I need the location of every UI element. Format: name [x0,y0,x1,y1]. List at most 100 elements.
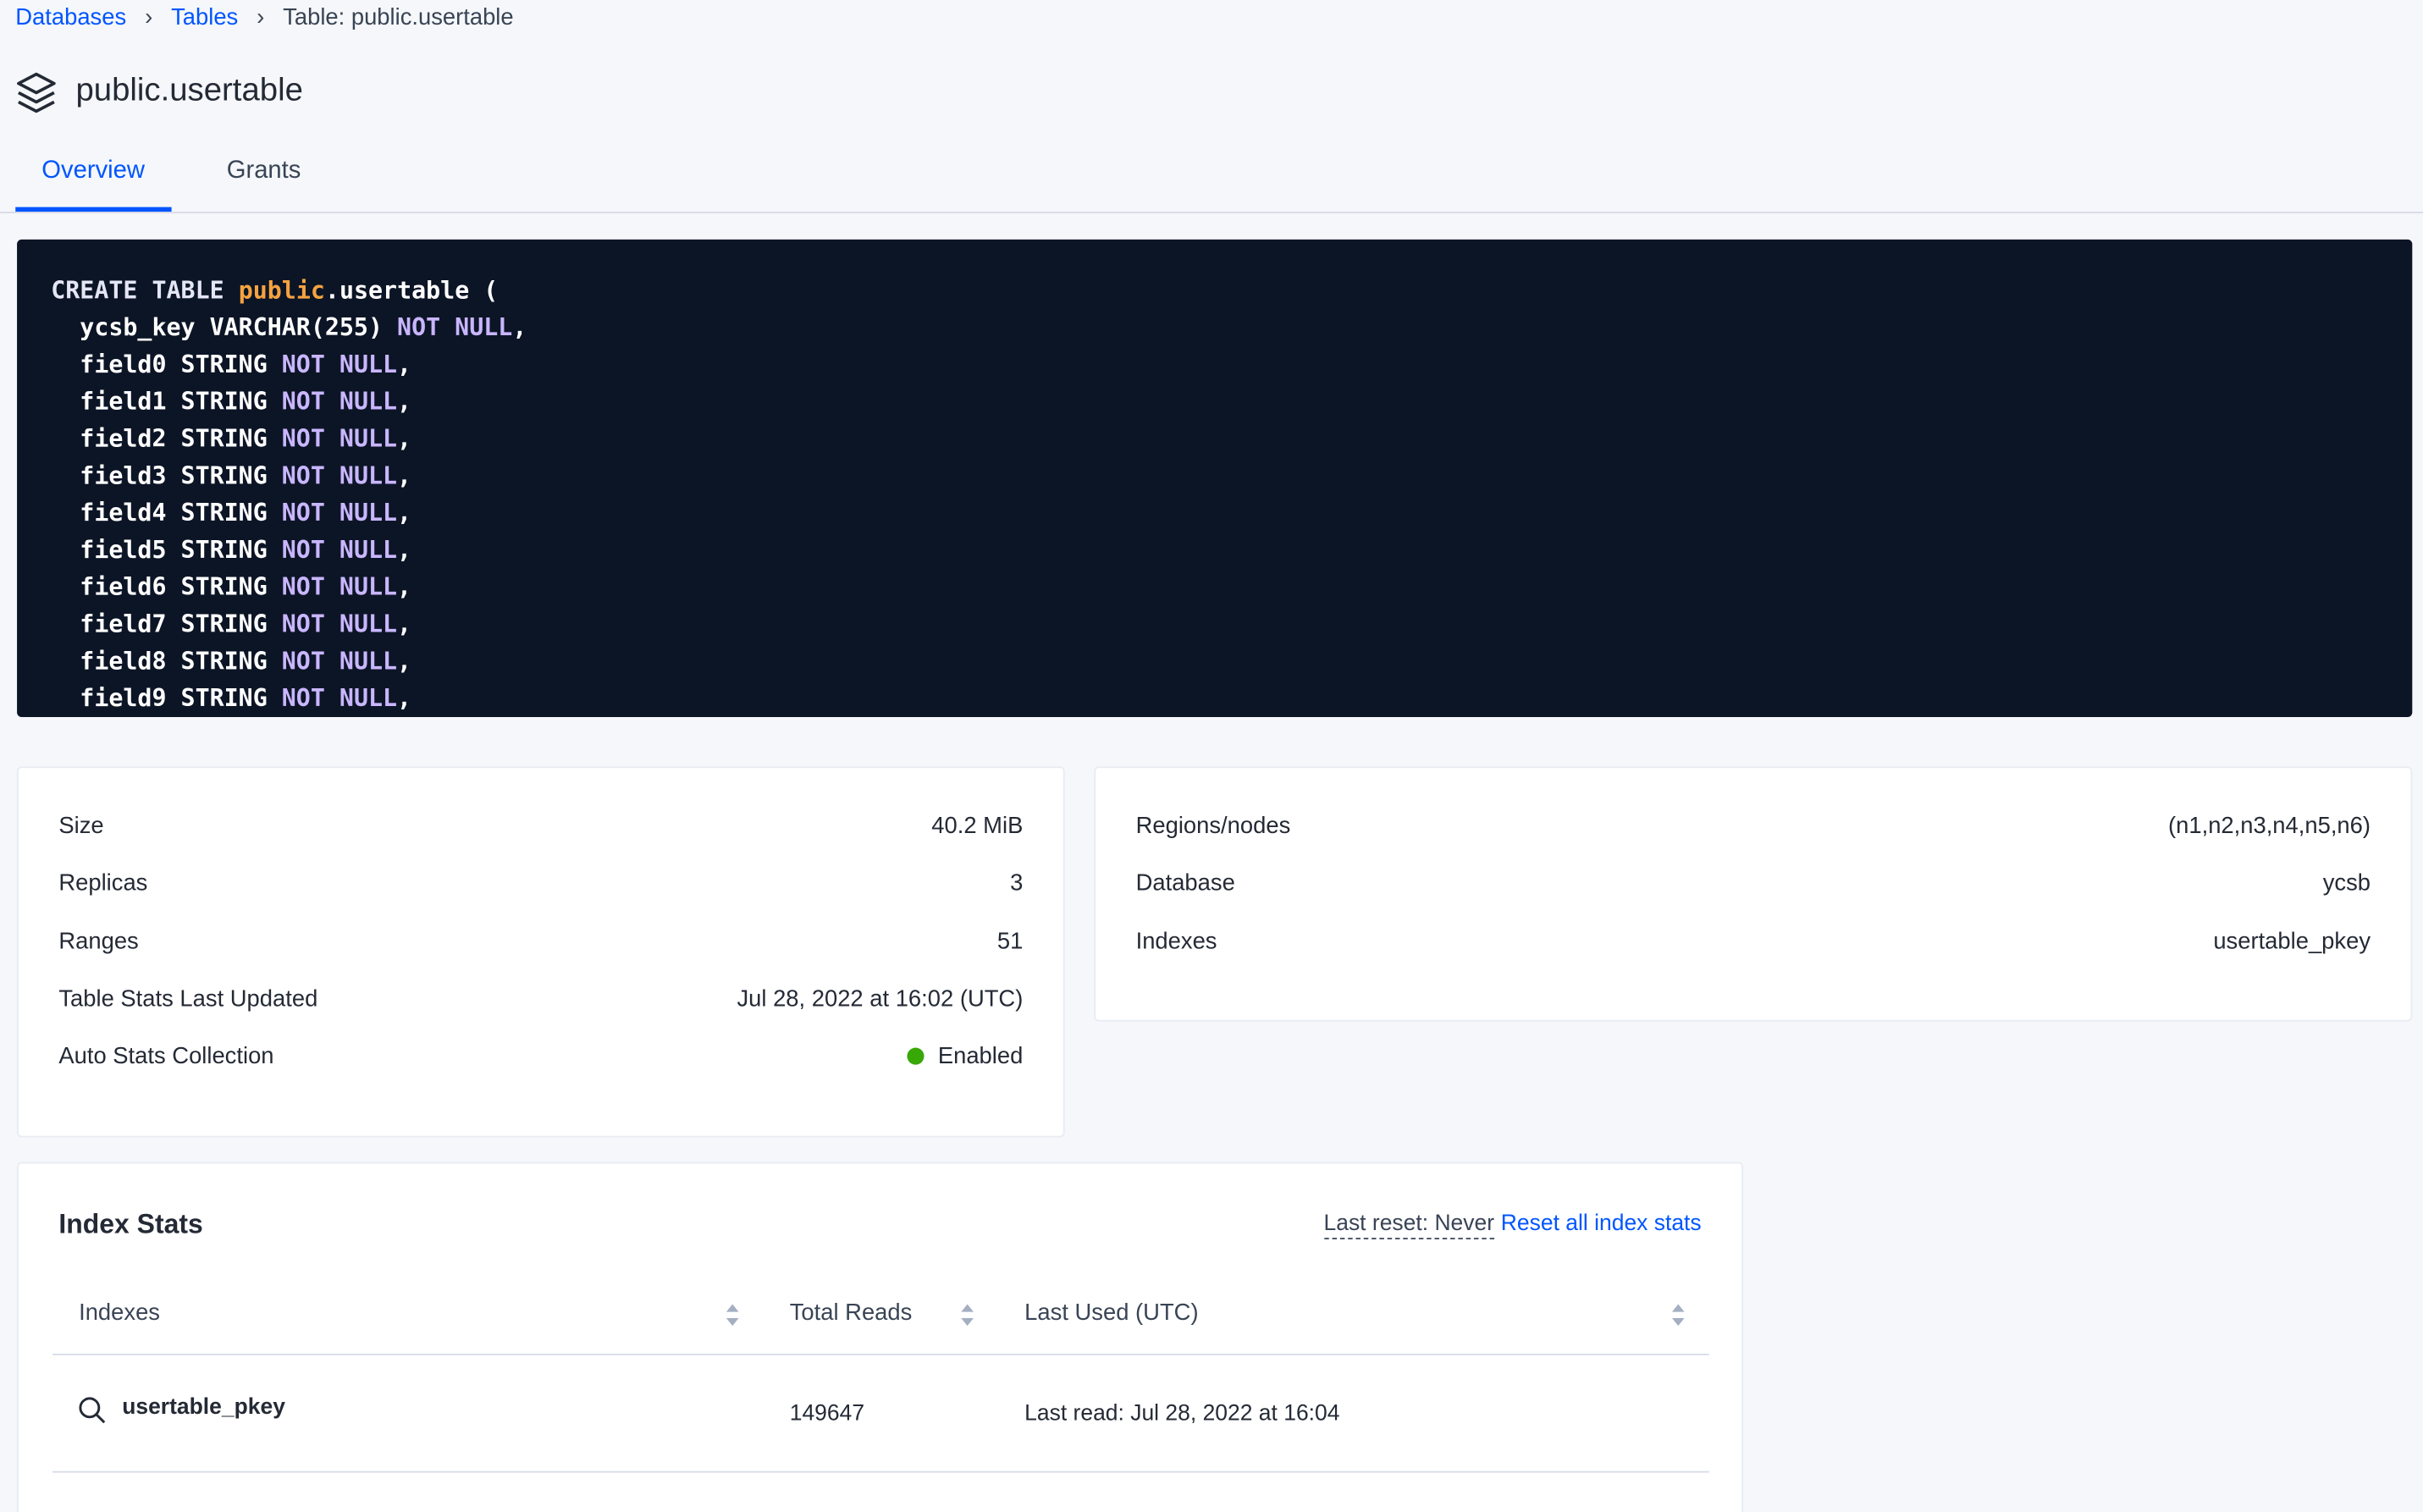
code-line: field6 STRING NOT NULL, [51,569,2412,606]
code-token: , [397,536,412,565]
search-icon [79,1397,106,1424]
stat-value: 3 [1010,870,1024,897]
stat-row: Indexes usertable_pkey [1136,928,2371,954]
code-token: , [397,647,412,676]
tab[interactable]: Grants [226,157,301,185]
code-token: .usertable ( [324,276,499,305]
code-token: , [397,684,412,713]
stat-value-wrap: 40.2 MiB [931,813,1023,839]
code-token: field8 STRING [51,647,282,676]
breadcrumb-separator: › [145,4,153,31]
column-header[interactable]: Last Used (UTC) [1024,1300,1199,1327]
stat-row: Regions/nodes (n1,n2,n3,n4,n5,n6) [1136,813,2371,839]
index-stats-card: Index Stats Last reset: Never Reset all … [17,1162,1743,1512]
stat-value: ycsb [2322,870,2371,897]
tab[interactable]: Overview [15,155,172,212]
table-icon [17,72,56,113]
stat-row: Table Stats Last Updated Jul 28, 2022 at … [58,985,1023,1012]
code-line: field9 STRING NOT NULL, [51,680,2412,717]
code-token: field0 STRING [51,350,282,379]
code-token: public [238,276,325,305]
breadcrumb-link[interactable]: Tables [171,4,239,31]
code-token: NOT NULL [281,424,398,453]
stat-value-wrap: ycsb [2323,870,2371,897]
code-token: NOT NULL [281,573,398,602]
code-token: ycsb_key VARCHAR(255) [51,313,398,342]
stat-label: Table Stats Last Updated [58,985,318,1013]
stat-label: Auto Stats Collection [58,1043,274,1070]
code-token: , [397,424,412,453]
stats-card: Size 40.2 MiB Replicas 3 Ranges 51 Table Stats… [17,766,1065,1138]
column-header[interactable]: Indexes [79,1300,161,1327]
code-line: field0 STRING NOT NULL, [51,346,2412,384]
page-title: public.usertable [75,72,303,108]
column-header[interactable]: Total Reads [789,1300,913,1327]
section-title: Index Stats [58,1208,203,1239]
stat-label: Indexes [1135,928,1217,955]
last-reset: Last reset: Never [1323,1211,1495,1239]
stat-value-wrap: usertable_pkey [2213,928,2371,954]
breadcrumb-link[interactable]: Databases [15,4,127,31]
code-token: , [397,461,412,490]
code-line: ycsb_key VARCHAR(255) NOT NULL, [51,309,2412,346]
stat-value: 51 [996,928,1024,955]
total-reads: 149647 [789,1401,865,1426]
code-line: field4 STRING NOT NULL, [51,494,2412,532]
code-block: CREATE TABLE public.usertable ( ycsb_key… [17,239,2413,717]
stat-row: Ranges 51 [58,928,1023,954]
code-token: NOT NULL [281,388,398,417]
breadcrumb-separator: › [257,4,265,31]
sort-icon[interactable] [725,1301,740,1329]
breadcrumb: Databases › Tables › Table: public.usert… [15,4,513,30]
code-token: , [397,388,412,417]
stat-label: Ranges [58,928,139,955]
stat-value-wrap: 3 [1010,870,1023,897]
stat-label: Size [58,813,104,840]
last-used: Last read: Jul 28, 2022 at 16:04 [1024,1401,1340,1426]
sort-icon[interactable] [960,1301,975,1329]
stat-label: Regions/nodes [1135,813,1291,840]
code-token: , [512,313,527,342]
index-name[interactable]: usertable_pkey [122,1395,285,1421]
code-token: NOT NULL [397,313,513,342]
code-line: field8 STRING NOT NULL, [51,643,2412,680]
stat-row: Database ycsb [1136,870,2371,897]
code-token: , [397,573,412,602]
sort-icon[interactable] [1670,1301,1686,1329]
stat-value: (n1,n2,n3,n4,n5,n6) [2168,813,2371,840]
code-line: field2 STRING NOT NULL, [51,420,2412,457]
code-token: CREATE TABLE [51,276,239,305]
stats-card: Regions/nodes (n1,n2,n3,n4,n5,n6) Database… [1094,766,2413,1022]
divider [0,212,2423,213]
code-line: field1 STRING NOT NULL, [51,384,2412,421]
code-token: , [397,350,412,379]
code-token: field7 STRING [51,610,282,638]
breadcrumb-current: Table: public.usertable [283,4,514,31]
status-dot [907,1047,924,1065]
code-token: NOT NULL [281,461,398,490]
code-token: NOT NULL [281,647,398,676]
stat-value: usertable_pkey [2213,928,2371,955]
table-divider [52,1471,1709,1473]
table-divider [52,1353,1709,1355]
code-line: field7 STRING NOT NULL, [51,606,2412,643]
code-token: field4 STRING [51,499,282,527]
stat-value: 40.2 MiB [931,813,1024,840]
code-token: field1 STRING [51,388,282,417]
code-line: field5 STRING NOT NULL, [51,532,2412,569]
stat-value-wrap: 51 [997,928,1023,954]
stat-value: Jul 28, 2022 at 16:02 (UTC) [737,985,1024,1013]
stat-value-wrap: Jul 28, 2022 at 16:02 (UTC) [737,985,1023,1012]
code-token: , [397,610,412,638]
stat-label: Replicas [58,870,148,897]
code-token: field6 STRING [51,573,282,602]
reset-link[interactable]: Reset all index stats [1500,1211,1702,1237]
code-line: field3 STRING NOT NULL, [51,457,2412,494]
code-token: NOT NULL [281,499,398,527]
code-token: NOT NULL [281,350,398,379]
stat-row: Replicas 3 [58,870,1023,897]
code-token: NOT NULL [281,684,398,713]
code-token: field2 STRING [51,424,282,453]
